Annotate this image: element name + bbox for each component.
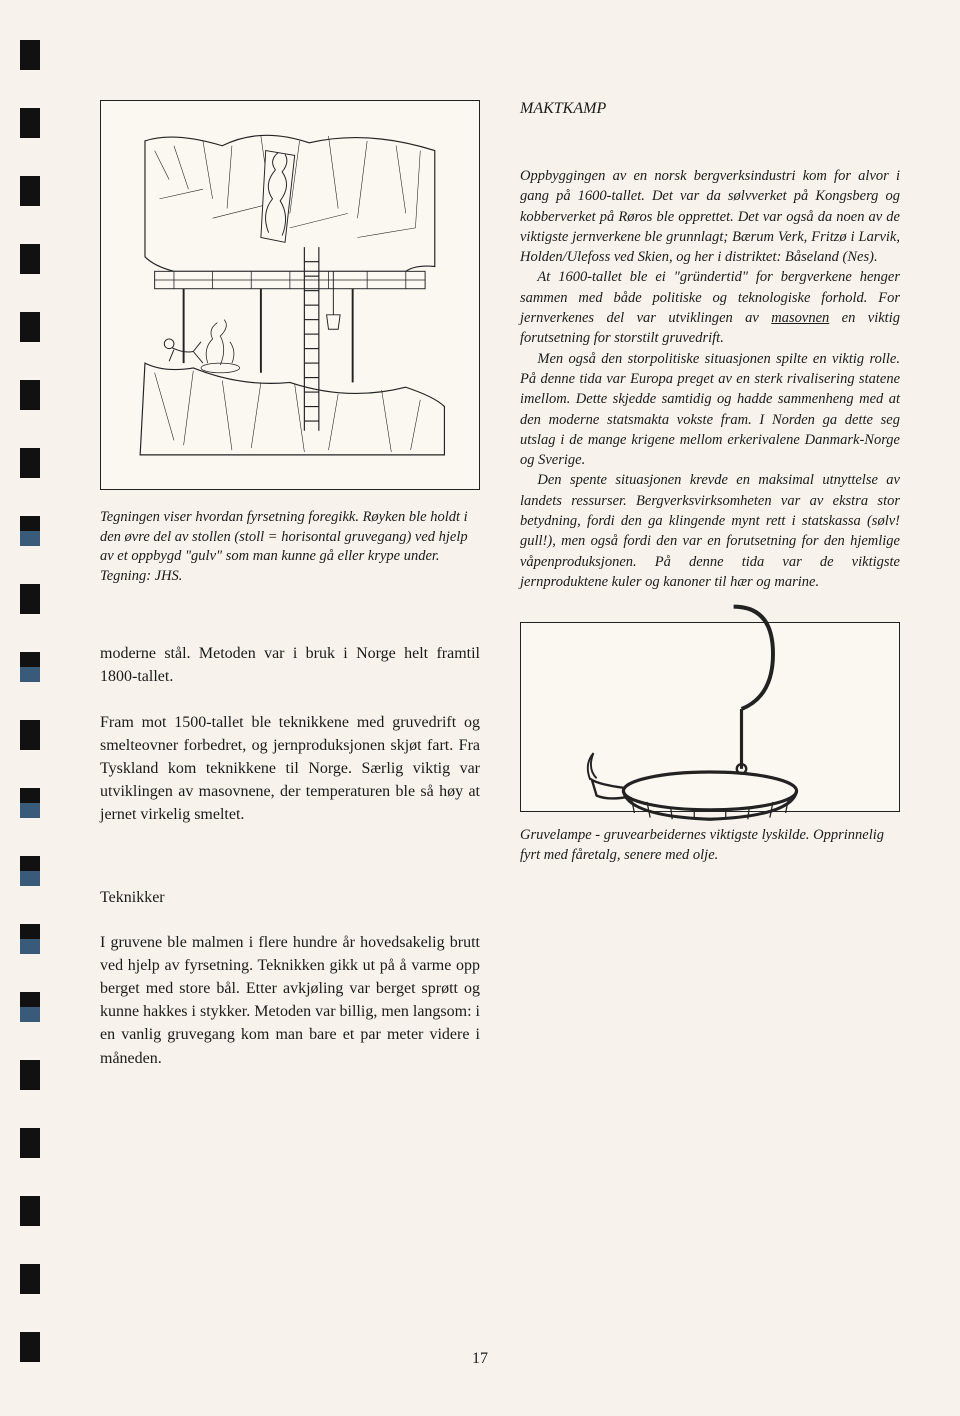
page-content: Tegningen viser hvordan fyrsetning foreg… <box>100 100 900 1092</box>
left-column: Tegningen viser hvordan fyrsetning foreg… <box>100 100 480 1092</box>
sidebar-title: MAKTKAMP <box>520 100 900 118</box>
sidebar-text: Oppbyggingen av en norsk bergverksindust… <box>520 166 900 592</box>
figure-gruvelampe <box>520 622 900 812</box>
underlined-term: masovnen <box>771 310 829 326</box>
figure-caption: Tegningen viser hvordan fyrsetning foreg… <box>100 508 480 586</box>
figure-fyrsetning <box>100 100 480 490</box>
body-paragraph-1: moderne stål. Metoden var i bruk i Norge… <box>100 642 480 688</box>
lamp-drawing-icon <box>521 583 899 851</box>
sidebar-p3: Men også den storpolitiske situasjonen s… <box>520 349 900 471</box>
right-column: MAKTKAMP Oppbyggingen av en norsk bergve… <box>520 100 900 1092</box>
sidebar-p4: Den spente situasjonen krevde en maksima… <box>520 470 900 592</box>
body-paragraph-2: Fram mot 1500-tallet ble teknikkene med … <box>100 711 480 827</box>
lamp-caption: Gruvelampe - gruvearbeidernes viktigste … <box>520 826 900 865</box>
sidebar-p1: Oppbyggingen av en norsk bergverksindust… <box>520 168 900 265</box>
spiral-binding-marks <box>20 40 40 1362</box>
body-paragraph-3: I gruvene ble malmen i flere hundre år h… <box>100 931 480 1070</box>
mine-drawing-icon <box>116 117 464 474</box>
sidebar-p2: At 1600-tallet ble ei "gründertid" for b… <box>520 267 900 348</box>
section-heading-teknikker: Teknikker <box>100 889 480 907</box>
page-number: 17 <box>472 1350 488 1368</box>
